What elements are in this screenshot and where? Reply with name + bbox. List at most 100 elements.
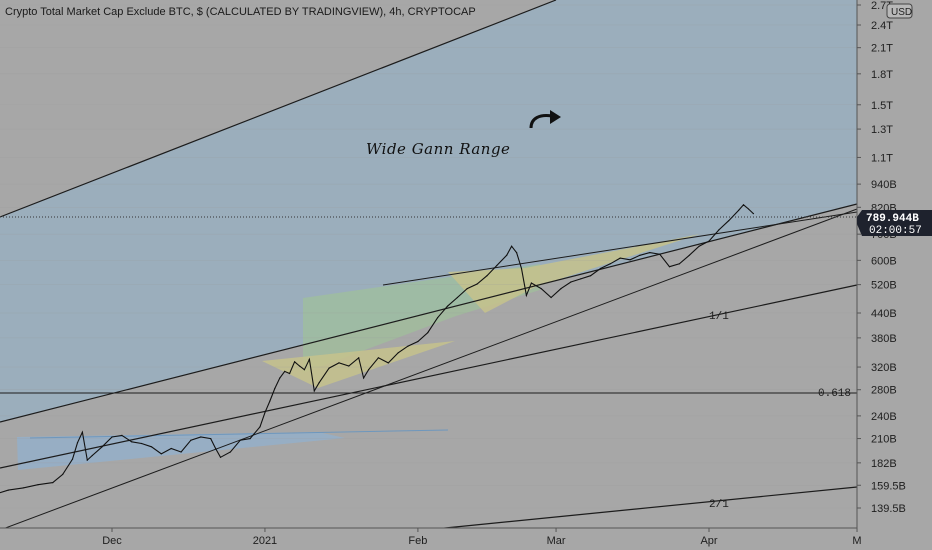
y-tick-label: 600B	[871, 255, 897, 267]
series-point	[718, 229, 720, 231]
x-tick-label: Feb	[408, 535, 427, 547]
series-point	[506, 254, 508, 256]
series-point	[496, 264, 498, 267]
series-point	[476, 283, 478, 285]
fib-0618-label: 0.618	[818, 388, 851, 400]
series-point	[456, 296, 458, 299]
series-point	[417, 340, 419, 343]
y-tick-label: 2.1T	[871, 43, 893, 55]
y-tick-label: 1.5T	[871, 100, 893, 112]
series-point	[466, 288, 468, 290]
series-point	[738, 209, 740, 211]
price-axis-background	[857, 0, 932, 550]
price-series-line	[0, 204, 754, 494]
wide-gann-lower-line	[0, 203, 858, 423]
series-point	[81, 431, 83, 433]
y-tick-label: 1.8T	[871, 69, 893, 81]
series-point	[338, 362, 340, 364]
series-point	[303, 369, 305, 371]
series-point	[259, 426, 261, 428]
series-point	[708, 240, 710, 242]
series-point	[91, 454, 93, 457]
series-point	[141, 442, 143, 445]
series-point	[377, 357, 379, 359]
series-point	[328, 367, 330, 369]
series-point	[210, 438, 212, 440]
series-point	[200, 436, 202, 438]
x-tick-label: Mar	[547, 535, 566, 547]
series-point	[629, 259, 631, 261]
series-point	[742, 204, 745, 206]
series-point	[639, 254, 641, 256]
series-point	[7, 489, 9, 491]
y-tick-label: 210B	[871, 434, 897, 446]
y-tick-label: 139.5B	[871, 503, 906, 515]
series-points	[7, 204, 755, 491]
yellow-wedge-lower	[262, 341, 455, 388]
x-tick-label: M	[852, 535, 861, 547]
blue-range-line	[29, 429, 449, 439]
series-point	[215, 447, 217, 450]
wide-gann-range-label: Wide Gann Range	[366, 140, 510, 158]
series-point	[348, 365, 350, 367]
series-point	[264, 411, 266, 413]
bar-countdown: 02:00:57	[869, 225, 922, 237]
series-point	[170, 447, 172, 450]
series-point	[530, 282, 533, 284]
y-tick-label: 380B	[871, 333, 897, 345]
series-point	[101, 446, 103, 448]
series-point	[249, 438, 251, 440]
y-tick-label: 320B	[871, 362, 897, 374]
series-point	[313, 390, 315, 392]
series-point	[525, 294, 528, 296]
series-point	[550, 296, 552, 299]
series-point	[560, 288, 562, 290]
series-point	[160, 453, 162, 455]
series-point	[76, 442, 79, 444]
time-axis-background	[0, 528, 932, 550]
currency-button[interactable]: USD	[886, 3, 913, 19]
series-point	[688, 254, 690, 256]
series-point	[52, 482, 54, 484]
series-point	[289, 372, 291, 375]
x-tick-label: Apr	[700, 535, 717, 547]
series-point	[649, 252, 651, 254]
series-point	[520, 267, 523, 270]
series-point	[121, 434, 123, 436]
series-point	[728, 220, 730, 222]
series-point	[407, 345, 409, 347]
series-point	[22, 487, 24, 489]
series-point	[570, 281, 572, 283]
series-point	[37, 484, 39, 486]
series-point	[540, 288, 542, 290]
y-tick-label: 440B	[871, 308, 897, 320]
series-point	[363, 377, 365, 379]
yellow-wedge-upper	[448, 234, 700, 313]
series-point	[308, 358, 310, 360]
series-point	[446, 305, 449, 307]
gann-1-1-label: 1/1	[709, 311, 729, 323]
series-point	[486, 275, 488, 277]
series-point	[62, 473, 64, 475]
series-point	[294, 361, 296, 363]
series-point	[274, 387, 276, 390]
wedge-upper-line	[382, 211, 858, 286]
series-point	[269, 400, 271, 402]
series-point	[111, 436, 113, 438]
series-point	[318, 382, 320, 384]
y-tick-label: 240B	[871, 411, 897, 423]
curved-arrow-icon	[529, 110, 561, 129]
series-point	[516, 252, 518, 254]
series-point	[239, 439, 241, 441]
series-point	[599, 267, 602, 270]
wide-gann-upper-line	[0, 0, 557, 218]
series-point	[279, 377, 281, 379]
series-point	[668, 266, 671, 268]
series-point	[229, 451, 231, 453]
series-point	[180, 451, 182, 453]
current-price-label: 789.944B 02:00:57	[857, 210, 932, 237]
series-point	[358, 357, 360, 359]
x-axis: Dec 2021 Feb Mar Apr M	[102, 528, 862, 547]
